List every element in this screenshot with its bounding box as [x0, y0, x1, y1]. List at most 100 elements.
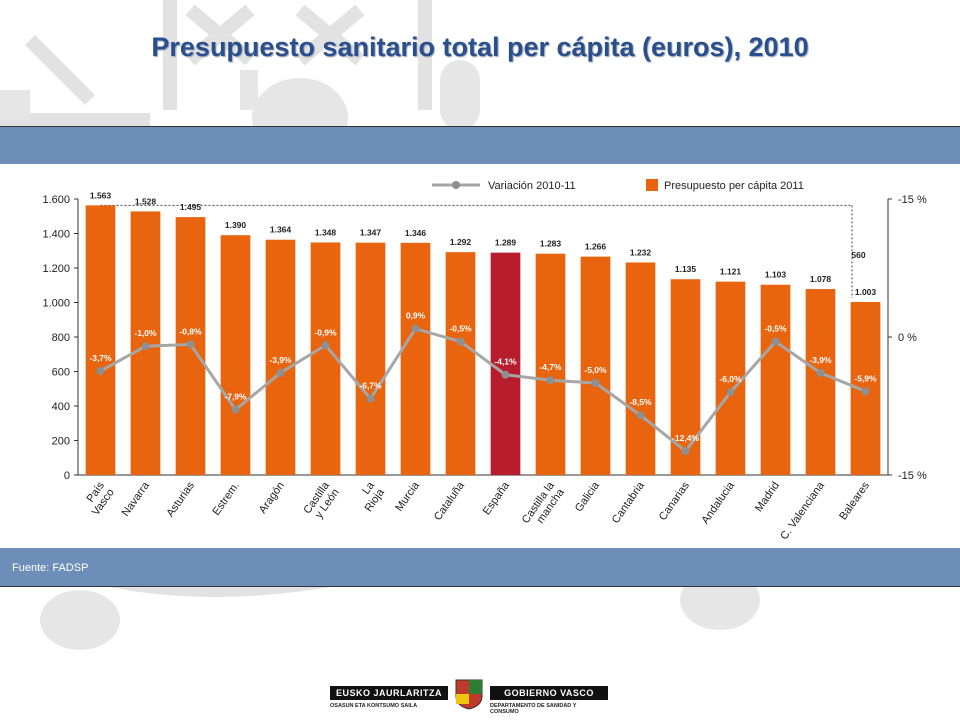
variation-label: -0,5%	[764, 324, 787, 334]
government-logo: EUSKO JAURLARITZA GOBIERNO VASCO OSASUN …	[330, 679, 610, 716]
variation-point	[366, 394, 375, 403]
x-axis-category-label-line: Asturias	[164, 479, 197, 519]
bar-value-label: 1.078	[810, 274, 832, 284]
x-axis-category-label-line: España	[481, 479, 513, 517]
x-axis-category-label-line: Aragón	[257, 480, 287, 516]
bar	[490, 252, 521, 475]
variation-point	[456, 337, 465, 346]
x-axis-category-label: Castillay León	[301, 479, 342, 523]
x-axis-category-label: C. Valenciana	[778, 479, 827, 542]
bar-value-label: 1.103	[765, 270, 787, 280]
top-band	[0, 126, 960, 165]
slide-title: Presupuesto sanitario total per cápita (…	[151, 32, 809, 62]
x-axis-category-label: España	[481, 479, 513, 517]
bar-value-label: 1.121	[720, 267, 742, 277]
variation-label: -3,7%	[89, 353, 112, 363]
variation-point	[186, 340, 195, 349]
source-note: Fuente: FADSP	[12, 562, 89, 574]
variation-point	[771, 337, 780, 346]
bar-value-label: 1.232	[630, 247, 652, 257]
variation-point	[231, 405, 240, 414]
bar-value-label: 1.528	[135, 196, 157, 206]
variation-label: -0,8%	[179, 326, 202, 336]
x-axis-category-label: Canarias	[657, 479, 692, 522]
bar-value-label: 1.347	[360, 228, 382, 238]
variation-point	[141, 342, 150, 351]
budget-chart: 0 200 400 600 800 1.000 1.200 1.400 1.600 -15 % 0 …	[42, 179, 927, 542]
bar-value-label: 1.266	[585, 242, 607, 252]
bar	[445, 252, 476, 475]
left-axis-tick-label: 1.600	[42, 194, 70, 206]
legend-line-marker	[452, 181, 460, 189]
bar-value-label: 1.283	[540, 239, 562, 249]
bar	[760, 284, 791, 475]
x-axis-category-label-line: Cataluña	[432, 479, 468, 523]
variation-label: -5,0%	[584, 365, 607, 375]
bottom-band: Fuente: FADSP	[0, 548, 960, 587]
x-axis-category-label-line: Madrid	[753, 480, 782, 514]
footer-dept-left: OSASUN ETA KONTSUMO SAILA	[330, 703, 418, 709]
left-axis-tick-label: 400	[52, 401, 70, 413]
variation-point	[321, 341, 330, 350]
footer-brand-right: GOBIERNO VASCO	[490, 686, 608, 700]
variation-label: -5,9%	[854, 373, 877, 383]
variation-label: -6,7%	[359, 381, 382, 391]
variation-label: -0,5%	[449, 324, 472, 334]
x-axis-category-label: Cataluña	[432, 479, 468, 523]
bar-value-label: 1.003	[855, 287, 877, 297]
left-axis-tick-label: 200	[52, 436, 70, 448]
x-axis-category-label-line: Navarra	[120, 479, 153, 519]
variation-line	[99, 326, 867, 454]
variation-point	[276, 368, 285, 377]
variation-point	[96, 367, 105, 376]
bar	[355, 242, 386, 475]
variation-point	[861, 387, 870, 396]
variation-label: -0,9%	[314, 327, 337, 337]
x-axis-category-label-line: Canarias	[657, 479, 692, 522]
bar-value-label: 1.346	[405, 228, 427, 238]
x-axis-category-label: PaísVasco	[80, 479, 117, 518]
variation-point	[816, 368, 825, 377]
x-axis-category-label-line: Murcia	[393, 479, 422, 514]
variation-label: 0,9%	[406, 311, 426, 321]
variation-point	[636, 411, 645, 420]
bar	[220, 235, 251, 475]
x-axis-category-label-line: C. Valenciana	[778, 479, 827, 542]
bar	[670, 279, 701, 475]
x-axis-category-label: Galicia	[573, 479, 603, 514]
variation-label: -6,0%	[719, 374, 742, 384]
variation-point	[501, 370, 510, 379]
x-axis-category-label-line: Estrem.	[210, 480, 242, 518]
variation-label: -12,4%	[672, 433, 699, 443]
x-axis-category-label-line: Baleares	[837, 479, 872, 522]
variation-point	[591, 379, 600, 387]
legend-line-label: Variación 2010-11	[488, 180, 576, 192]
bar	[85, 205, 116, 475]
variation-label: -1,0%	[134, 328, 157, 338]
x-axis-category-label: Estrem.	[210, 480, 242, 518]
shield-icon	[455, 679, 483, 710]
variation-label: -8,5%	[629, 397, 652, 407]
x-axis-category-label: LaRioja	[353, 479, 388, 514]
variation-point	[681, 447, 690, 456]
legend-bar-label: Presupuesto per cápita 2011	[664, 180, 804, 192]
x-axis-category-label: Murcia	[393, 479, 422, 514]
left-axis-tick-label: 800	[52, 332, 70, 344]
bar-value-label: 1.364	[270, 225, 292, 235]
right-axis-tick-label: -15 %	[898, 194, 927, 206]
x-axis-category-label-line: Andalucia	[699, 479, 737, 526]
variation-label: -4,1%	[494, 357, 517, 367]
bar-value-label: 1.563	[90, 190, 112, 200]
bar-value-label: 1.292	[450, 237, 472, 247]
bar	[580, 256, 611, 475]
right-axis-tick-label: -15 %	[898, 470, 927, 482]
footer-dept-right: DEPARTAMENTO DE SANIDAD Y CONSUMO	[490, 703, 577, 715]
left-axis-tick-label: 1.000	[42, 298, 70, 310]
variation-point	[546, 376, 555, 385]
bar-value-label: 1.135	[675, 264, 697, 274]
footer-brand-left: EUSKO JAURLARITZA	[330, 686, 448, 700]
left-axis-tick-label: 1.200	[42, 263, 70, 275]
chart-area: 0 200 400 600 800 1.000 1.200 1.400 1.600 -15 % 0 …	[0, 164, 960, 548]
left-axis-tick-label: 600	[52, 367, 70, 379]
variation-label: -7,9%	[224, 392, 247, 402]
